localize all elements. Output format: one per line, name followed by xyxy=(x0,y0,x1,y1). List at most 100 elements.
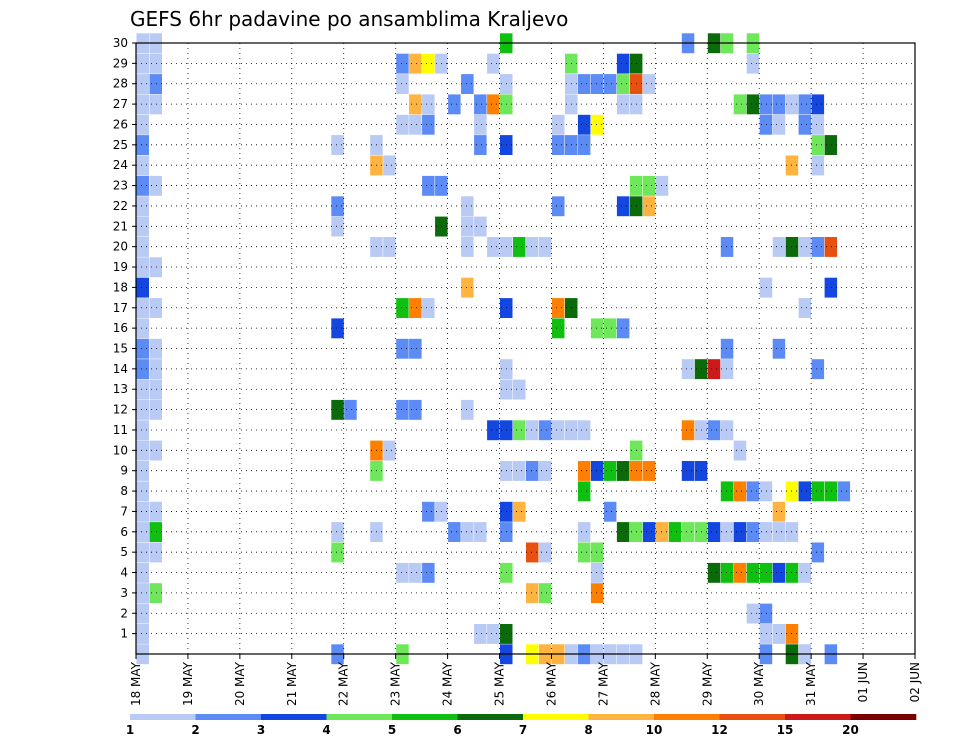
grid-lines xyxy=(136,42,915,654)
colorbar-label: 20 xyxy=(842,723,859,737)
heatmap-cell xyxy=(474,94,487,115)
heatmap-cell xyxy=(461,277,474,298)
heatmap-cell xyxy=(487,53,500,74)
heatmap-cell xyxy=(681,420,695,441)
heatmap-cell xyxy=(577,74,591,94)
heatmap-cell xyxy=(136,399,149,420)
heatmap-cell xyxy=(552,318,565,339)
heatmap-cell xyxy=(474,624,487,644)
heatmap-cell xyxy=(539,542,552,563)
heatmap-cell xyxy=(526,461,539,481)
heatmap-cell xyxy=(383,155,396,176)
heatmap-cell xyxy=(461,237,474,257)
heatmap-cell xyxy=(759,114,773,135)
y-tick-label: 8 xyxy=(120,484,128,498)
colorbar-swatch xyxy=(523,714,589,720)
heatmap-cell xyxy=(474,114,487,135)
heatmap-cell xyxy=(746,53,760,74)
heatmap-cell xyxy=(746,562,760,583)
heatmap-cell xyxy=(422,175,435,196)
heatmap-cell xyxy=(149,440,162,461)
heatmap-cell xyxy=(396,338,409,359)
heatmap-cell xyxy=(422,114,435,135)
colorbar: 1 2 3 4 5 6 7 8 10 12 15 20 xyxy=(126,714,917,737)
heatmap-cell xyxy=(772,522,786,542)
heatmap-cell xyxy=(746,603,760,624)
heatmap-cell xyxy=(149,399,162,420)
heatmap-cell xyxy=(746,94,760,115)
heatmap-cell xyxy=(772,114,786,135)
heatmap-cell xyxy=(798,298,812,318)
heatmap-cell xyxy=(149,53,162,74)
y-tick-label: 14 xyxy=(113,362,128,376)
y-tick-label: 12 xyxy=(113,403,128,417)
heatmap-cell xyxy=(681,461,695,481)
heatmap-cell xyxy=(136,583,149,604)
y-tick-label: 24 xyxy=(113,158,128,172)
heatmap-cell xyxy=(759,522,773,542)
heatmap-cell xyxy=(513,501,526,522)
heatmap-cell xyxy=(136,135,149,155)
x-tick-label: 22 MAY xyxy=(337,661,351,706)
y-tick-label: 21 xyxy=(113,219,128,233)
heatmap-cell xyxy=(720,237,734,257)
heatmap-cell xyxy=(720,338,734,359)
y-tick-label: 20 xyxy=(113,240,128,254)
heatmap-cell xyxy=(331,522,344,542)
heatmap-cell xyxy=(772,562,786,583)
heatmap-cell xyxy=(136,318,149,339)
heatmap-cell xyxy=(136,257,149,278)
heatmap-cell xyxy=(474,216,487,237)
heatmap-cell xyxy=(331,135,344,155)
heatmap-cell xyxy=(590,74,604,94)
heatmap-cell xyxy=(422,298,435,318)
y-tick-label: 19 xyxy=(113,260,128,274)
heatmap-cell xyxy=(720,359,734,380)
heatmap-cell xyxy=(733,522,747,542)
heatmap-cell xyxy=(422,94,435,115)
heatmap-cell xyxy=(759,562,773,583)
heatmap-cell xyxy=(824,135,838,155)
heatmap-cell xyxy=(448,94,461,115)
heatmap-cell xyxy=(577,135,591,155)
heatmap-cell xyxy=(136,155,149,176)
heatmap-cell xyxy=(461,196,474,217)
y-tick-label: 15 xyxy=(113,342,128,356)
x-tick-label: 24 MAY xyxy=(441,661,455,706)
heatmap-cell xyxy=(422,501,435,522)
heatmap-cell xyxy=(616,74,630,94)
heatmap-cell xyxy=(603,501,617,522)
heatmap-cell xyxy=(668,522,682,542)
heatmap-cell xyxy=(577,114,591,135)
heatmap-cell xyxy=(136,461,149,481)
y-tick-label: 7 xyxy=(120,504,128,518)
heatmap-cell xyxy=(136,420,149,441)
colorbar-swatch xyxy=(785,714,851,720)
heatmap-cell xyxy=(824,481,838,502)
heatmap-cell xyxy=(552,196,565,217)
y-tick-label: 5 xyxy=(120,545,128,559)
heatmap-cell xyxy=(136,175,149,196)
heatmap-cell xyxy=(149,379,162,400)
heatmap-cell xyxy=(461,74,474,94)
heatmap-cell xyxy=(136,53,149,74)
heatmap-cell xyxy=(526,237,539,257)
heatmap-cells xyxy=(136,33,851,665)
heatmap-cell xyxy=(577,461,591,481)
y-tick-label: 10 xyxy=(113,443,128,457)
y-tick-label: 17 xyxy=(113,301,128,315)
heatmap-cell xyxy=(707,522,721,542)
y-tick-label: 27 xyxy=(113,97,128,111)
heatmap-cell xyxy=(149,501,162,522)
x-tick-label: 29 MAY xyxy=(700,661,714,706)
colorbar-label: 8 xyxy=(584,723,592,737)
colorbar-swatch xyxy=(588,714,655,720)
colorbar-swatch xyxy=(654,714,720,720)
heatmap-cell xyxy=(136,114,149,135)
heatmap-cell xyxy=(136,196,149,217)
colorbar-label: 2 xyxy=(191,723,199,737)
heatmap-cell xyxy=(331,196,344,217)
heatmap-cell xyxy=(642,196,656,217)
heatmap-cell xyxy=(616,461,630,481)
heatmap-cell xyxy=(136,277,149,298)
